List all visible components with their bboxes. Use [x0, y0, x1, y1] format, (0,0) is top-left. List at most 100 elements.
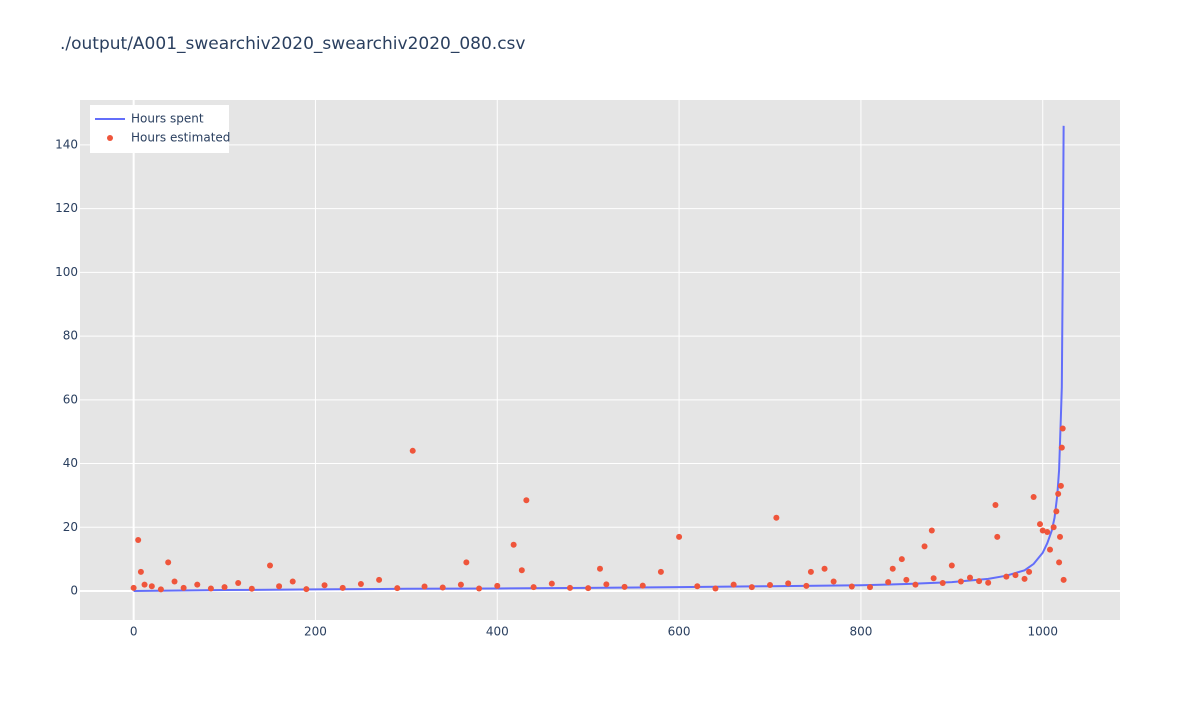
point — [676, 533, 683, 540]
point — [548, 580, 555, 587]
point — [357, 580, 364, 587]
legend-label: Hours spent — [131, 112, 204, 126]
y-tick-label: 100 — [55, 265, 78, 279]
point — [1053, 508, 1060, 515]
point — [567, 584, 573, 591]
point — [1057, 482, 1064, 489]
x-tick-label: 200 — [304, 625, 327, 639]
point — [171, 578, 178, 585]
x-tick-label: 400 — [486, 625, 509, 639]
point — [848, 583, 855, 590]
point — [494, 582, 501, 589]
legend-label: Hours estimated — [131, 131, 230, 145]
point — [885, 579, 892, 586]
point — [1044, 529, 1051, 536]
point — [207, 585, 214, 592]
point — [1056, 559, 1063, 566]
point — [157, 586, 164, 593]
plot-area — [80, 100, 1120, 620]
x-tick-label: 1000 — [1027, 625, 1058, 639]
point — [903, 576, 910, 583]
y-tick-label: 80 — [63, 329, 78, 343]
point — [394, 585, 401, 592]
point — [773, 514, 780, 521]
point — [1058, 444, 1065, 451]
point — [321, 582, 328, 589]
point — [221, 584, 228, 591]
x-tick-label: 800 — [849, 625, 872, 639]
point — [957, 578, 964, 585]
point — [785, 580, 792, 587]
point — [803, 582, 810, 589]
point — [518, 567, 525, 574]
point — [694, 583, 701, 590]
point — [807, 568, 814, 575]
point — [276, 583, 283, 590]
point — [585, 585, 592, 592]
point — [1057, 533, 1063, 540]
point — [376, 576, 383, 583]
point — [621, 583, 628, 590]
y-tick-label: 0 — [70, 584, 78, 598]
point — [767, 581, 773, 588]
point — [657, 568, 664, 575]
point — [194, 581, 201, 588]
point — [457, 581, 464, 588]
point — [130, 584, 137, 591]
point — [992, 501, 999, 508]
point — [137, 568, 144, 575]
point — [1055, 490, 1062, 497]
chart-title: ./output/A001_swearchiv2020_swearchiv202… — [60, 34, 525, 54]
x-tick-label: 600 — [668, 625, 691, 639]
point — [967, 574, 973, 581]
point — [463, 559, 470, 566]
x-tick-label: 0 — [130, 625, 138, 639]
point — [1037, 521, 1043, 528]
point — [1050, 524, 1057, 531]
point — [930, 575, 937, 582]
point — [148, 583, 155, 590]
point — [303, 586, 310, 593]
point — [1021, 575, 1028, 582]
point — [523, 497, 530, 504]
point — [921, 543, 928, 550]
point — [639, 582, 646, 589]
point — [165, 559, 172, 566]
point — [510, 541, 517, 548]
point — [985, 579, 992, 586]
point — [339, 584, 346, 591]
point — [898, 556, 905, 563]
legend-swatch — [107, 135, 113, 141]
point — [439, 584, 446, 591]
point — [830, 578, 837, 585]
point — [603, 581, 610, 588]
point — [248, 585, 255, 592]
y-tick-label: 120 — [55, 201, 78, 215]
y-tick-label: 140 — [55, 137, 78, 151]
point — [1003, 573, 1010, 580]
point — [1039, 527, 1046, 534]
y-tick-label: 40 — [63, 456, 78, 470]
point — [939, 580, 946, 587]
point — [289, 578, 296, 585]
point — [409, 447, 416, 454]
point — [421, 583, 428, 590]
point — [530, 584, 537, 591]
point — [1059, 425, 1066, 432]
point — [867, 584, 873, 591]
point — [712, 585, 719, 592]
point — [994, 533, 1001, 540]
point — [730, 581, 737, 588]
point — [928, 527, 935, 534]
point — [976, 578, 983, 585]
point — [235, 580, 242, 587]
point — [1030, 494, 1037, 501]
legend-box — [90, 105, 229, 153]
y-tick-label: 60 — [63, 392, 78, 406]
point — [1012, 572, 1019, 579]
point — [135, 537, 142, 544]
plot-layer — [130, 125, 1067, 593]
point — [748, 584, 755, 591]
point — [141, 581, 148, 588]
